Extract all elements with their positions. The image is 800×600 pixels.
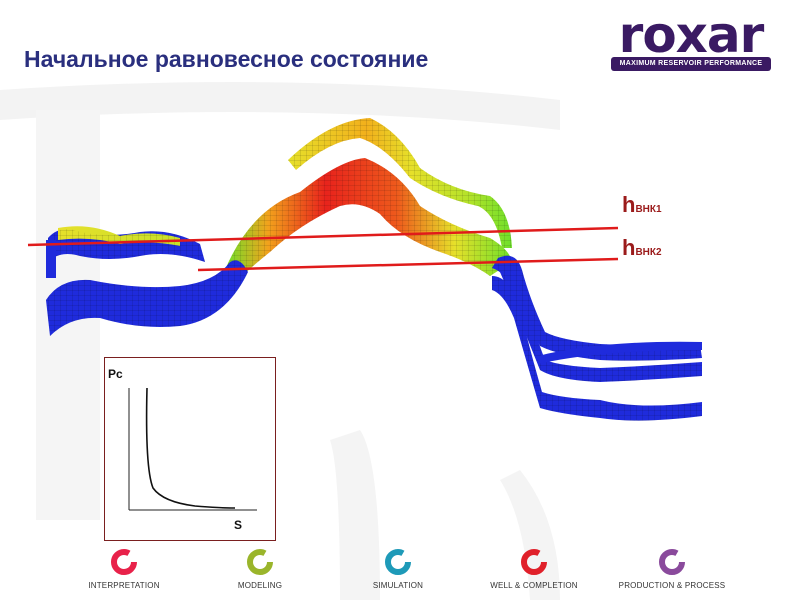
footer-item-simulation: SIMULATION [323,548,473,590]
interpretation-cycle-icon [111,549,137,575]
modeling-cycle-icon [247,549,273,575]
logo-wordmark: roxar [618,6,765,64]
pc-curve [145,387,236,509]
production-process-cycle-icon [659,549,685,575]
footer-item-interpretation: INTERPRETATION [49,548,199,590]
footer-item-modeling: MODELING [185,548,335,590]
footer-item-well-completion: WELL & COMPLETION [459,548,609,590]
contact-label-2: hВНК2 [622,237,662,264]
footer-label-well-completion: WELL & COMPLETION [490,581,578,590]
middle-layer [225,158,512,278]
footer-label-simulation: SIMULATION [372,581,424,590]
footer-item-production-process: PRODUCTION & PROCESS [597,548,747,590]
reservoir-model [27,118,702,421]
aquifer-layer [46,255,702,421]
pc-chart-plot [128,387,257,511]
upper-layer [288,118,512,248]
pc-y-label: Pc [108,367,123,381]
footer-label-modeling: MODELING [237,581,283,590]
contact-line-1 [27,226,619,247]
contact-label-2-main: h [622,235,636,260]
pc-x-label: S [234,518,243,532]
contact-label-1: hВНК1 [622,194,662,221]
contact-label-2-sub: ВНК2 [635,247,662,258]
workflow-footer: INTERPRETATION MODELING SIMULATION WELL … [0,548,800,600]
capillary-pressure-chart: Pc S [104,357,276,541]
left-layer [46,226,205,278]
well-completion-cycle-icon [521,549,547,575]
footer-label-interpretation: INTERPRETATION [88,581,160,590]
footer-label-production-process: PRODUCTION & PROCESS [618,581,726,590]
roxar-logo: roxar MAXIMUM RESERVOIR PERFORMANCE [610,6,772,74]
contact-label-1-main: h [622,192,636,217]
contact-label-1-sub: ВНК1 [635,204,662,215]
contact-line-2 [197,257,619,272]
simulation-cycle-icon [385,549,411,575]
page-title: Начальное равновесное состояние [24,46,429,72]
logo-tagline: MAXIMUM RESERVOIR PERFORMANCE [611,57,771,71]
